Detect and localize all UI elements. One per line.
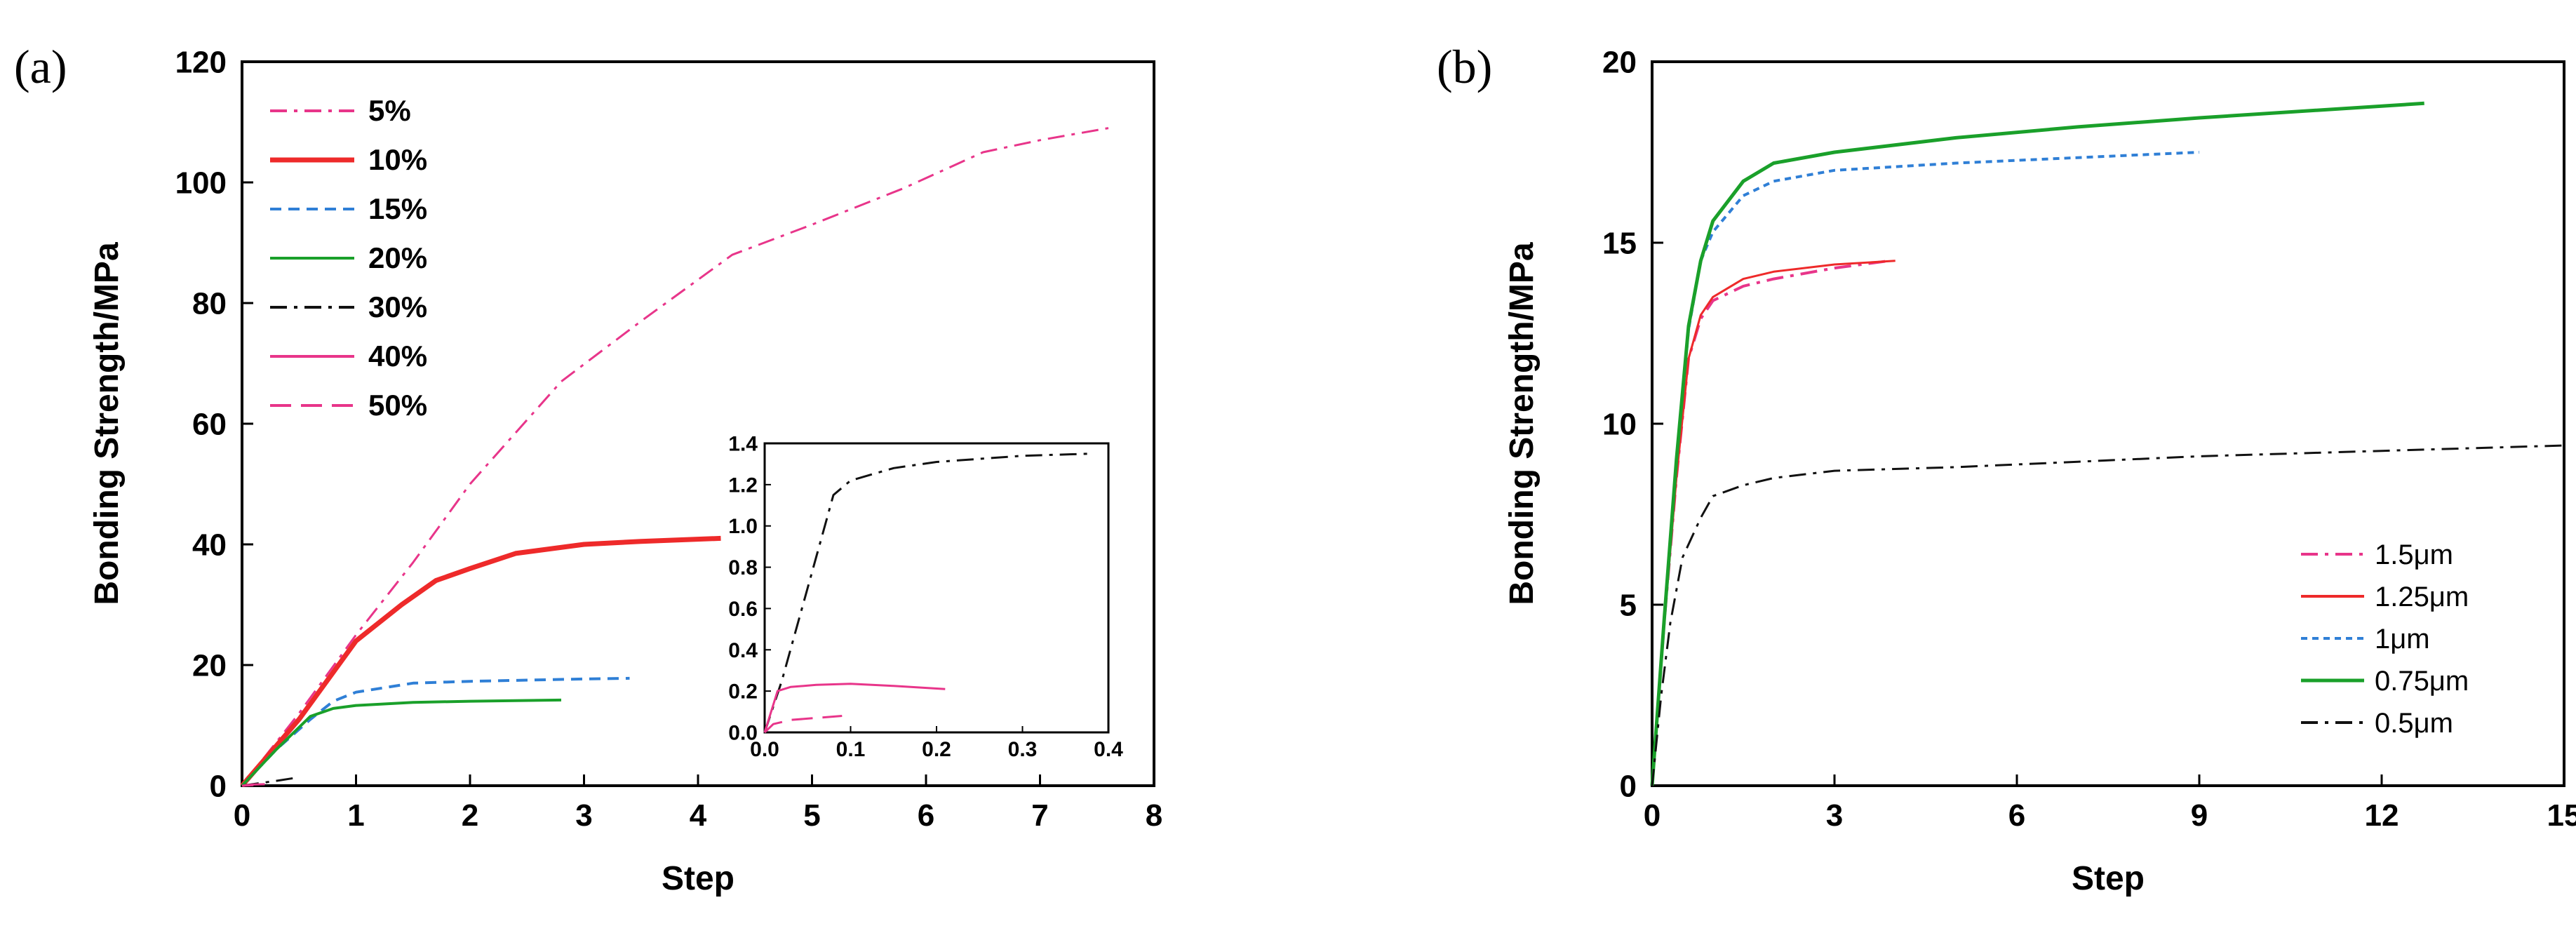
- panel-a-y-tick-label: 100: [175, 166, 227, 200]
- inset-x-tick-label: 0.3: [1008, 738, 1038, 761]
- legend-label-0-5um: 0.5μm: [2375, 708, 2453, 739]
- panel-a-y-tick-label: 120: [175, 45, 227, 79]
- panel-b-y-axis-label: Bonding Strength/MPa: [1503, 242, 1541, 605]
- legend-label-40pct: 40%: [368, 340, 427, 373]
- legend-label-5pct: 5%: [368, 94, 411, 127]
- legend-item-15pct: 15%: [270, 192, 427, 225]
- inset-series-line-40pct: [763, 683, 946, 733]
- panel-b: (b) 0 5 10 15 20 0 3 6 9 12 15 Bonding Strength/M…: [1437, 40, 2576, 897]
- legend-label-1-25um: 1.25μm: [2375, 582, 2469, 612]
- panel-a-x-tick-label: 0: [234, 798, 250, 833]
- inset-y-tick-label: 0.0: [728, 722, 758, 745]
- panel-b-legend: 1.5μm 1.25μm 1μm 0.75μm 0.5μm: [2301, 539, 2469, 739]
- inset-y-tick-label: 1.0: [728, 515, 758, 538]
- panel-a: (a) 0 20 40 60 80 100 120 0 1 2 3 4 5 6 7 8 Bonding St…: [14, 40, 1162, 897]
- panel-b-x-tick-label: 0: [1644, 798, 1661, 833]
- panel-a-legend: 5% 10% 15% 20% 30% 40%: [270, 94, 427, 422]
- legend-item-20pct: 20%: [270, 241, 427, 274]
- panel-a-y-axis-label: Bonding Strength/MPa: [88, 242, 126, 605]
- panel-a-y-tick-label: 20: [192, 648, 227, 683]
- panel-a-series-line-20pct: [241, 698, 562, 787]
- panel-a-x-ticks: 0 1 2 3 4 5 6 7 8: [234, 774, 1162, 833]
- panel-b-series-line-0-5um: [1651, 444, 2565, 786]
- panel-a-y-tick-label: 80: [192, 286, 227, 321]
- panel-a-x-tick-label: 2: [462, 798, 478, 833]
- panel-a-series-line-50pct: [241, 784, 254, 787]
- inset-x-tick-label: 0.0: [750, 738, 779, 761]
- panel-a-label: (a): [14, 40, 67, 93]
- inset-y-tick-label: 0.6: [728, 598, 758, 621]
- legend-label-15pct: 15%: [368, 192, 427, 225]
- panel-a-x-tick-label: 7: [1031, 798, 1048, 833]
- panel-a-series: [240, 127, 1109, 788]
- inset-y-tick-label: 0.2: [728, 680, 758, 704]
- inset-x-tick-label: 0.1: [836, 738, 866, 761]
- legend-item-0-5um: 0.5μm: [2301, 708, 2453, 739]
- panel-a-inset: 0.0 0.2 0.4 0.6 0.8 1.0 1.2 1.4 0.0 0.1 0.2 0.3 0.4: [728, 433, 1123, 762]
- panel-a-series-line-15pct: [241, 676, 630, 787]
- panel-b-x-tick-label: 6: [2008, 798, 2025, 833]
- panel-a-series-line-5pct: [241, 127, 1109, 786]
- panel-b-series-line-0-75um: [1650, 101, 2424, 786]
- inset-y-ticks: 0.0 0.2 0.4 0.6 0.8 1.0 1.2 1.4: [728, 433, 771, 745]
- panel-a-x-tick-label: 3: [575, 798, 592, 833]
- legend-item-0-75um: 0.75μm: [2301, 666, 2469, 697]
- panel-b-series-line-1um: [1651, 151, 2200, 786]
- panel-b-series: [1650, 101, 2565, 786]
- panel-b-y-tick-label: 5: [1620, 588, 1637, 622]
- panel-a-x-tick-label: 6: [918, 798, 934, 833]
- legend-item-40pct: 40%: [270, 340, 427, 373]
- panel-a-x-tick-label: 4: [690, 798, 707, 833]
- panel-a-y-ticks: 0 20 40 60 80 100 120: [175, 45, 253, 803]
- panel-b-x-tick-label: 3: [1826, 798, 1843, 833]
- inset-x-tick-label: 0.2: [922, 738, 951, 761]
- panel-a-x-tick-label: 8: [1146, 798, 1162, 833]
- legend-label-50pct: 50%: [368, 389, 427, 422]
- panel-a-x-tick-label: 5: [803, 798, 820, 833]
- panel-a-series-line-10pct: [240, 535, 721, 788]
- legend-label-30pct: 30%: [368, 290, 427, 323]
- inset-y-tick-label: 1.4: [728, 433, 758, 456]
- inset-x-ticks: 0.0 0.1 0.2 0.3 0.4: [750, 726, 1123, 761]
- panel-b-label: (b): [1437, 40, 1492, 93]
- inset-y-tick-label: 0.8: [728, 556, 758, 579]
- panel-b-y-ticks: 0 5 10 15 20: [1602, 45, 1663, 803]
- panel-a-y-tick-label: 0: [210, 769, 227, 803]
- panel-b-y-tick-label: 10: [1602, 407, 1637, 441]
- panel-a-x-tick-label: 1: [347, 798, 364, 833]
- legend-item-1um: 1μm: [2301, 624, 2430, 655]
- legend-label-0-75um: 0.75μm: [2375, 666, 2469, 697]
- panel-b-x-tick-label: 9: [2191, 798, 2208, 833]
- inset-series-line-30pct: [763, 452, 1092, 733]
- legend-label-10pct: 10%: [368, 143, 427, 176]
- panel-b-y-tick-label: 20: [1602, 45, 1637, 79]
- panel-b-x-axis-label: Step: [2072, 860, 2145, 897]
- inset-series: [763, 452, 1092, 734]
- panel-b-series-line-1-5um: [1651, 259, 1890, 786]
- legend-item-30pct: 30%: [270, 290, 427, 323]
- legend-label-1um: 1μm: [2375, 624, 2430, 655]
- panel-b-x-tick-label: 15: [2547, 798, 2576, 833]
- inset-x-tick-label: 0.4: [1094, 738, 1123, 761]
- legend-label-20pct: 20%: [368, 241, 427, 274]
- legend-item-10pct: 10%: [270, 143, 427, 176]
- legend-item-5pct: 5%: [270, 94, 411, 127]
- inset-series-line-50pct: [763, 715, 843, 734]
- panel-a-y-tick-label: 40: [192, 528, 227, 562]
- panel-b-y-tick-label: 15: [1602, 226, 1637, 260]
- panel-b-x-ticks: 0 3 6 9 12 15: [1644, 774, 2576, 833]
- inset-y-tick-label: 0.4: [728, 639, 758, 662]
- legend-label-1-5um: 1.5μm: [2375, 539, 2453, 570]
- legend-item-1-25um: 1.25μm: [2301, 582, 2469, 612]
- legend-item-1-5um: 1.5μm: [2301, 539, 2453, 570]
- panel-a-x-axis-label: Step: [662, 860, 734, 897]
- inset-y-tick-label: 1.2: [728, 474, 758, 497]
- legend-item-50pct: 50%: [270, 389, 427, 422]
- panel-b-x-tick-label: 12: [2365, 798, 2399, 833]
- panel-a-y-tick-label: 60: [192, 407, 227, 441]
- panel-b-y-tick-label: 0: [1620, 769, 1637, 803]
